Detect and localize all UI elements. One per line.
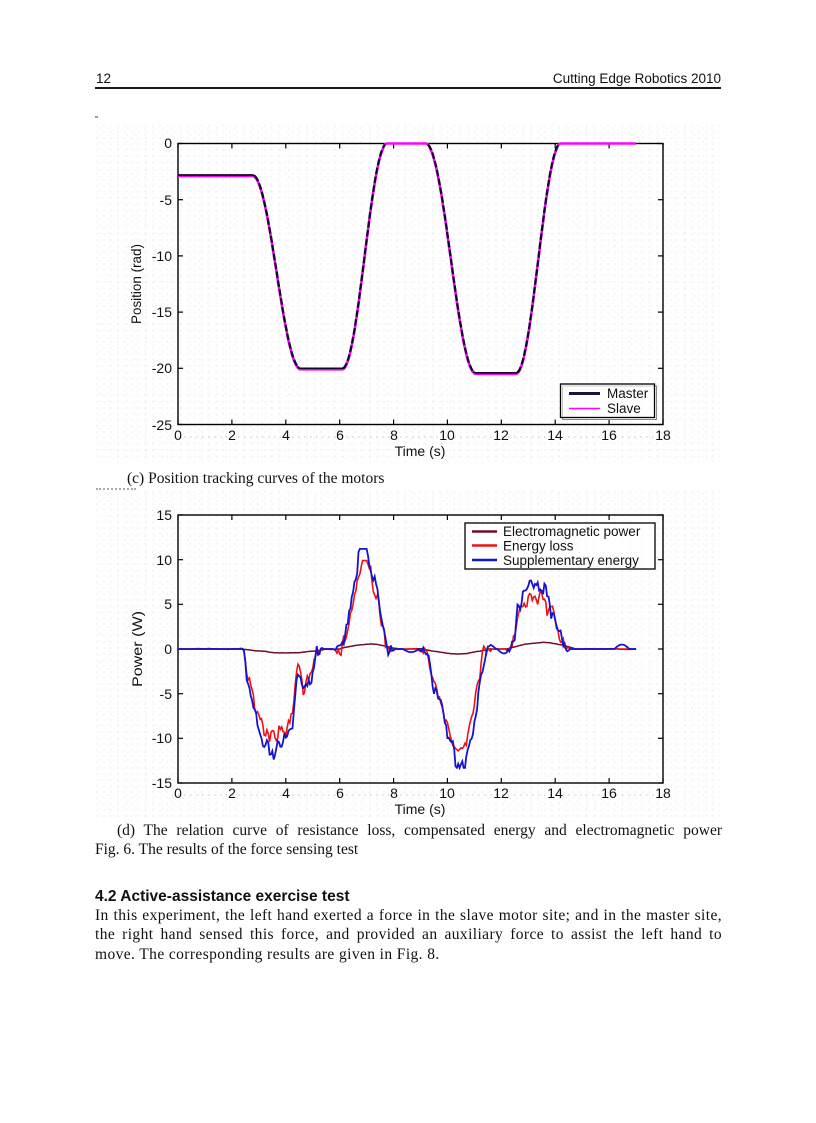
svg-text:-5: -5 bbox=[160, 192, 173, 208]
svg-text:-15: -15 bbox=[152, 304, 172, 320]
svg-text:0: 0 bbox=[174, 427, 182, 443]
svg-text:8: 8 bbox=[390, 785, 398, 801]
svg-text:-20: -20 bbox=[152, 360, 172, 376]
svg-text:14: 14 bbox=[547, 785, 563, 801]
svg-text:Slave: Slave bbox=[607, 401, 641, 416]
svg-text:Master: Master bbox=[607, 386, 649, 401]
svg-text:8: 8 bbox=[390, 427, 398, 443]
svg-text:12: 12 bbox=[493, 427, 509, 443]
svg-text:-25: -25 bbox=[152, 417, 172, 433]
svg-text:Position (rad): Position (rad) bbox=[128, 244, 144, 324]
svg-text:-5: -5 bbox=[160, 686, 173, 702]
svg-text:0: 0 bbox=[164, 135, 172, 151]
svg-text:Time (s): Time (s) bbox=[395, 801, 446, 817]
svg-text:2: 2 bbox=[228, 427, 236, 443]
svg-text:16: 16 bbox=[601, 427, 617, 443]
svg-text:Supplementary energy: Supplementary energy bbox=[503, 553, 639, 568]
svg-text:-10: -10 bbox=[152, 248, 172, 264]
svg-text:2: 2 bbox=[228, 785, 236, 801]
svg-text:4: 4 bbox=[282, 785, 290, 801]
svg-text:Time (s): Time (s) bbox=[395, 443, 446, 459]
svg-text:6: 6 bbox=[336, 785, 344, 801]
svg-text:6: 6 bbox=[336, 427, 344, 443]
svg-text:14: 14 bbox=[547, 427, 563, 443]
svg-text:10: 10 bbox=[439, 427, 455, 443]
svg-text:16: 16 bbox=[601, 785, 617, 801]
svg-text:10: 10 bbox=[156, 552, 172, 568]
svg-text:0: 0 bbox=[164, 641, 172, 657]
svg-text:18: 18 bbox=[655, 427, 671, 443]
svg-text:4: 4 bbox=[282, 427, 290, 443]
svg-text:-15: -15 bbox=[152, 775, 172, 791]
svg-text:12: 12 bbox=[493, 785, 509, 801]
svg-text:15: 15 bbox=[156, 507, 172, 523]
svg-text:5: 5 bbox=[164, 596, 172, 612]
svg-text:10: 10 bbox=[439, 785, 455, 801]
svg-text:Power (W): Power (W) bbox=[129, 611, 145, 687]
svg-text:-10: -10 bbox=[152, 730, 172, 746]
svg-text:Electromagnetic power: Electromagnetic power bbox=[503, 524, 641, 539]
svg-text:0: 0 bbox=[174, 785, 182, 801]
svg-text:18: 18 bbox=[655, 785, 671, 801]
svg-text:Energy loss: Energy loss bbox=[503, 539, 574, 554]
